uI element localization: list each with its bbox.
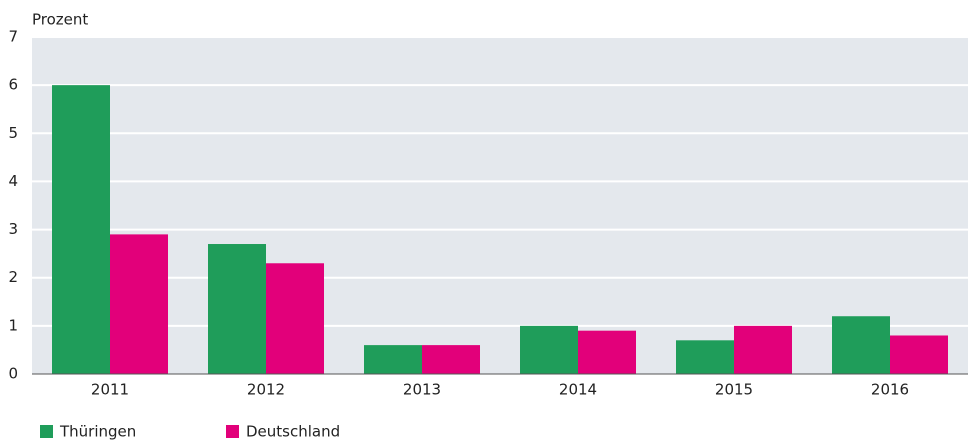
bar [734,325,792,374]
plot-background [32,37,968,374]
y-tick-label: 2 [8,268,18,286]
y-tick-label: 0 [8,365,18,383]
legend-label: Thüringen [59,423,136,441]
legend-label: Deutschland [246,423,340,441]
bar [208,244,266,374]
y-tick-label: 1 [8,316,18,334]
bar [890,335,948,374]
y-tick-label: 6 [8,76,18,94]
x-tick-label: 2011 [91,381,129,399]
x-tick-label: 2014 [559,381,597,399]
legend-swatch [40,425,53,438]
bar [110,234,168,374]
y-tick-label: 7 [8,28,18,46]
y-axis-label: Prozent [32,11,88,29]
legend-swatch [226,425,239,438]
bar [52,85,110,375]
x-tick-label: 2015 [715,381,753,399]
x-tick-label: 2013 [403,381,441,399]
bar [520,325,578,374]
x-tick-label: 2016 [871,381,909,399]
y-tick-label: 3 [8,220,18,238]
bar [676,340,734,374]
y-tick-label: 4 [8,172,18,190]
bar [266,263,324,374]
bar [578,330,636,374]
bar [832,316,890,374]
x-tick-label: 2012 [247,381,285,399]
y-tick-label: 5 [8,124,18,142]
bar [422,345,480,374]
bar [364,345,422,374]
